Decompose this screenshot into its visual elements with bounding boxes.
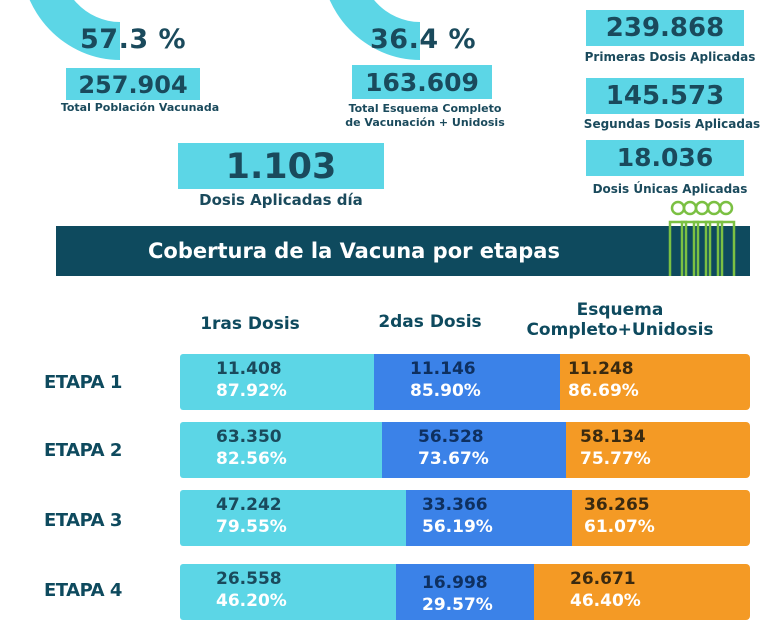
stage-label: ETAPA 3 bbox=[44, 510, 122, 531]
complete-cell: 11.248 86.69% bbox=[560, 354, 750, 410]
second-dose-percent: 73.67% bbox=[418, 449, 489, 469]
first-dose-percent: 79.55% bbox=[216, 517, 287, 537]
single-doses-value: 18.036 bbox=[586, 140, 744, 176]
second-dose-cell: 56.528 73.67% bbox=[382, 422, 566, 478]
complete-percent: 86.69% bbox=[568, 381, 639, 401]
first-dose-count: 11.408 bbox=[216, 359, 282, 379]
col-header-first: 1ras Dosis bbox=[200, 314, 300, 334]
second-dose-count: 16.998 bbox=[422, 573, 488, 593]
first-dose-percent: 87.92% bbox=[216, 381, 287, 401]
first-doses-label: Primeras Dosis Aplicadas bbox=[584, 50, 756, 64]
complete-label-line1: Total Esquema Completo bbox=[348, 102, 502, 115]
daily-doses-label: Dosis Aplicadas día bbox=[199, 191, 363, 209]
first-dose-count: 26.558 bbox=[216, 569, 282, 589]
complete-total-value: 163.609 bbox=[352, 65, 492, 99]
complete-percent: 36.4 % bbox=[370, 24, 477, 55]
total-vaccinated-label: Total Población Vacunada bbox=[60, 101, 220, 114]
complete-percent: 61.07% bbox=[584, 517, 655, 537]
vaccinated-percent: 57.3 % bbox=[80, 24, 187, 55]
complete-count: 26.671 bbox=[570, 569, 636, 589]
second-dose-percent: 85.90% bbox=[410, 381, 481, 401]
col-header-second: 2das Dosis bbox=[378, 312, 482, 332]
complete-count: 11.248 bbox=[568, 359, 634, 379]
complete-percent: 46.40% bbox=[570, 591, 641, 611]
stage-row: 26.558 46.20% 16.998 29.57% 26.671 46.40… bbox=[180, 564, 750, 620]
second-doses-value: 145.573 bbox=[586, 78, 744, 114]
stage-row: 47.242 79.55% 33.366 56.19% 36.265 61.07… bbox=[180, 490, 750, 546]
daily-doses-value: 1.103 bbox=[178, 143, 384, 189]
first-dose-count: 47.242 bbox=[216, 495, 282, 515]
second-dose-percent: 29.57% bbox=[422, 595, 493, 615]
complete-count: 58.134 bbox=[580, 427, 646, 447]
second-dose-cell: 16.998 29.57% bbox=[396, 564, 534, 620]
second-dose-cell: 11.146 85.90% bbox=[374, 354, 560, 410]
first-dose-cell: 26.558 46.20% bbox=[180, 564, 396, 620]
stage-row: 11.408 87.92% 11.146 85.90% 11.248 86.69… bbox=[180, 354, 750, 410]
complete-count: 36.265 bbox=[584, 495, 650, 515]
single-doses-label: Dosis Únicas Aplicadas bbox=[592, 182, 748, 196]
second-dose-percent: 56.19% bbox=[422, 517, 493, 537]
vaccinated-gauge bbox=[20, 0, 220, 60]
second-dose-count: 33.366 bbox=[422, 495, 488, 515]
total-vaccinated-value: 257.904 bbox=[66, 68, 200, 100]
first-dose-percent: 82.56% bbox=[216, 449, 287, 469]
first-dose-cell: 63.350 82.56% bbox=[180, 422, 382, 478]
complete-percent: 75.77% bbox=[580, 449, 651, 469]
coverage-banner: Cobertura de la Vacuna por etapas bbox=[56, 226, 654, 276]
complete-label-line2: de Vacunación + Unidosis bbox=[345, 116, 505, 129]
first-dose-percent: 46.20% bbox=[216, 591, 287, 611]
first-dose-count: 63.350 bbox=[216, 427, 282, 447]
second-dose-count: 56.528 bbox=[418, 427, 484, 447]
people-group-icon bbox=[668, 200, 736, 276]
first-dose-cell: 47.242 79.55% bbox=[180, 490, 406, 546]
second-doses-label: Segundas Dosis Aplicadas bbox=[583, 117, 761, 131]
complete-cell: 26.671 46.40% bbox=[534, 564, 750, 620]
first-dose-cell: 11.408 87.92% bbox=[180, 354, 374, 410]
complete-gauge bbox=[320, 0, 520, 60]
stage-row: 63.350 82.56% 56.528 73.67% 58.134 75.77… bbox=[180, 422, 750, 478]
first-doses-value: 239.868 bbox=[586, 10, 744, 46]
second-dose-cell: 33.366 56.19% bbox=[406, 490, 572, 546]
stage-label: ETAPA 4 bbox=[44, 580, 122, 601]
complete-cell: 58.134 75.77% bbox=[566, 422, 750, 478]
stage-label: ETAPA 2 bbox=[44, 440, 122, 461]
col-header-third-line1: Esquema bbox=[576, 300, 664, 320]
col-header-third-line2: Completo+Unidosis bbox=[526, 320, 714, 340]
stage-label: ETAPA 1 bbox=[44, 372, 122, 393]
complete-cell: 36.265 61.07% bbox=[572, 490, 750, 546]
second-dose-count: 11.146 bbox=[410, 359, 476, 379]
